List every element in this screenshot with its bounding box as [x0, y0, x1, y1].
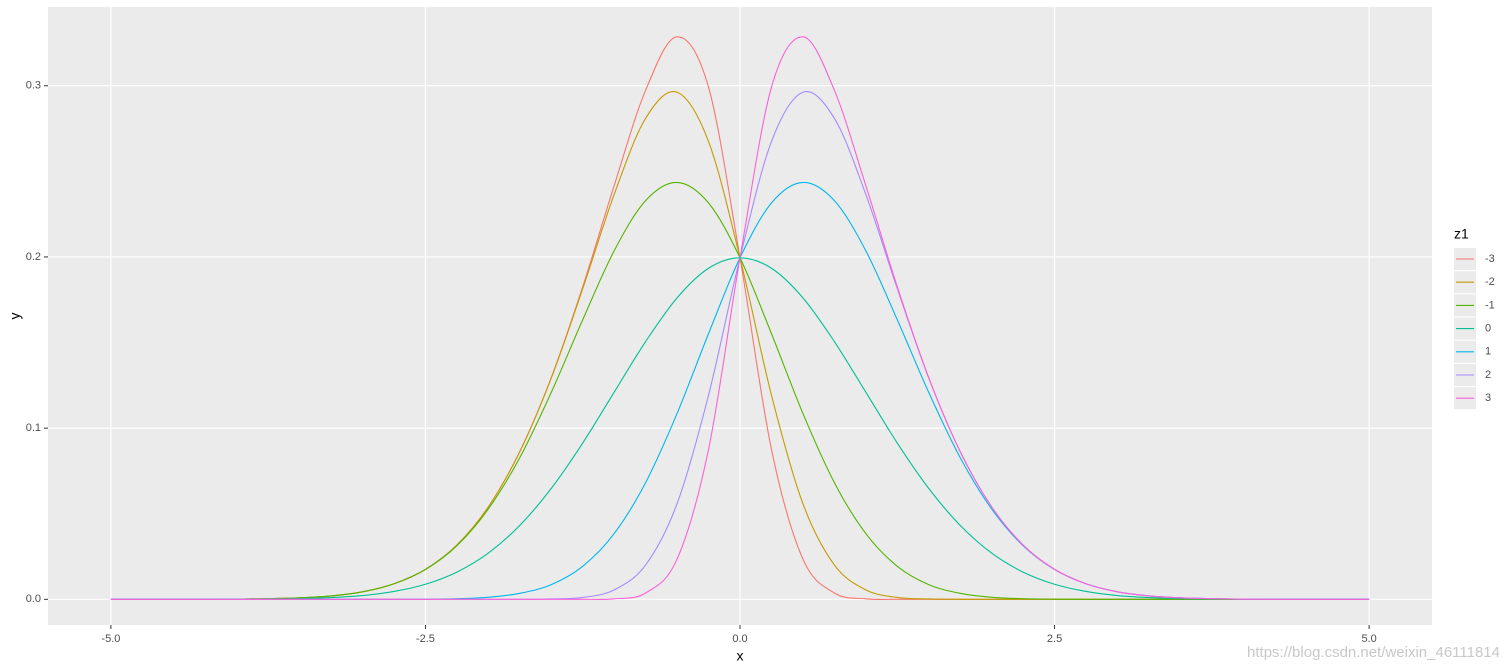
legend-title: z1 [1454, 226, 1469, 242]
legend-label: 3 [1485, 392, 1491, 404]
watermark: https://blog.csdn.net/weixin_46111814 [1247, 644, 1500, 661]
y-tick-label: 0.2 [26, 251, 41, 263]
x-tick-label: 5.0 [1361, 633, 1376, 645]
x-axis-label: x [737, 648, 744, 664]
line [110, 36, 1370, 600]
x-tick-label: 0.0 [732, 633, 747, 645]
legend-label: 2 [1485, 369, 1491, 381]
legend-label: -2 [1485, 276, 1495, 288]
legend-label: -3 [1485, 253, 1495, 265]
x-tick-label: -2.5 [416, 633, 435, 645]
x-tick-label: 2.5 [1047, 633, 1062, 645]
legend-label: 1 [1485, 346, 1491, 358]
y-tick-label: 0.3 [26, 80, 41, 92]
y-axis-label: y [7, 313, 23, 320]
legend-label: 0 [1485, 323, 1491, 335]
y-tick-label: 0.1 [26, 422, 41, 434]
legend-label: -1 [1485, 299, 1495, 311]
x-tick-label: -5.0 [101, 633, 120, 645]
y-tick-label: 0.0 [26, 593, 41, 605]
